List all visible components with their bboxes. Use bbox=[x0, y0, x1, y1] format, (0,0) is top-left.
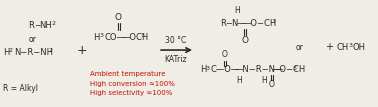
Text: or: or bbox=[296, 43, 304, 52]
Text: O: O bbox=[241, 36, 248, 45]
Text: O: O bbox=[115, 13, 122, 22]
Text: R−: R− bbox=[220, 19, 233, 28]
Text: C—O—: C—O— bbox=[211, 65, 240, 74]
Text: —O−CH: —O−CH bbox=[243, 19, 277, 28]
Text: High conversion ≈100%: High conversion ≈100% bbox=[90, 81, 175, 87]
Text: 3: 3 bbox=[140, 33, 144, 38]
Text: Ambient temperature: Ambient temperature bbox=[90, 71, 166, 77]
Text: OH: OH bbox=[352, 43, 366, 52]
Text: 3: 3 bbox=[99, 33, 103, 38]
Text: H: H bbox=[200, 65, 206, 74]
Text: H: H bbox=[3, 48, 9, 56]
Text: 2: 2 bbox=[48, 48, 53, 53]
Text: +: + bbox=[77, 44, 88, 56]
Text: N—: N— bbox=[231, 19, 246, 28]
Text: —N−R−N—: —N−R−N— bbox=[235, 65, 284, 74]
Text: −: − bbox=[34, 21, 41, 30]
Text: 3: 3 bbox=[206, 66, 210, 71]
Text: 3: 3 bbox=[349, 43, 352, 48]
Text: H: H bbox=[261, 76, 266, 85]
Text: H: H bbox=[236, 76, 242, 85]
Text: H: H bbox=[234, 6, 240, 15]
Text: 2: 2 bbox=[51, 21, 56, 26]
Text: 30 °C: 30 °C bbox=[166, 36, 187, 45]
Text: KATriz: KATriz bbox=[165, 55, 187, 64]
Text: CO—: CO— bbox=[104, 33, 125, 42]
Text: O: O bbox=[269, 80, 275, 89]
Text: 2: 2 bbox=[9, 48, 13, 53]
Text: N−R−NH: N−R−NH bbox=[14, 48, 53, 56]
Text: —O−CH: —O−CH bbox=[272, 65, 306, 74]
Text: High selectivity ≈100%: High selectivity ≈100% bbox=[90, 91, 173, 97]
Text: 3: 3 bbox=[272, 19, 276, 24]
Text: —OCH: —OCH bbox=[121, 33, 149, 42]
Text: R: R bbox=[29, 21, 34, 30]
Text: 3: 3 bbox=[293, 66, 297, 71]
Text: H: H bbox=[93, 33, 100, 42]
Text: R = Alkyl: R = Alkyl bbox=[3, 84, 38, 93]
Text: or: or bbox=[29, 35, 36, 44]
Text: +: + bbox=[325, 42, 333, 52]
Text: CH: CH bbox=[336, 43, 349, 52]
Text: O: O bbox=[222, 51, 228, 59]
Text: NH: NH bbox=[40, 21, 52, 30]
